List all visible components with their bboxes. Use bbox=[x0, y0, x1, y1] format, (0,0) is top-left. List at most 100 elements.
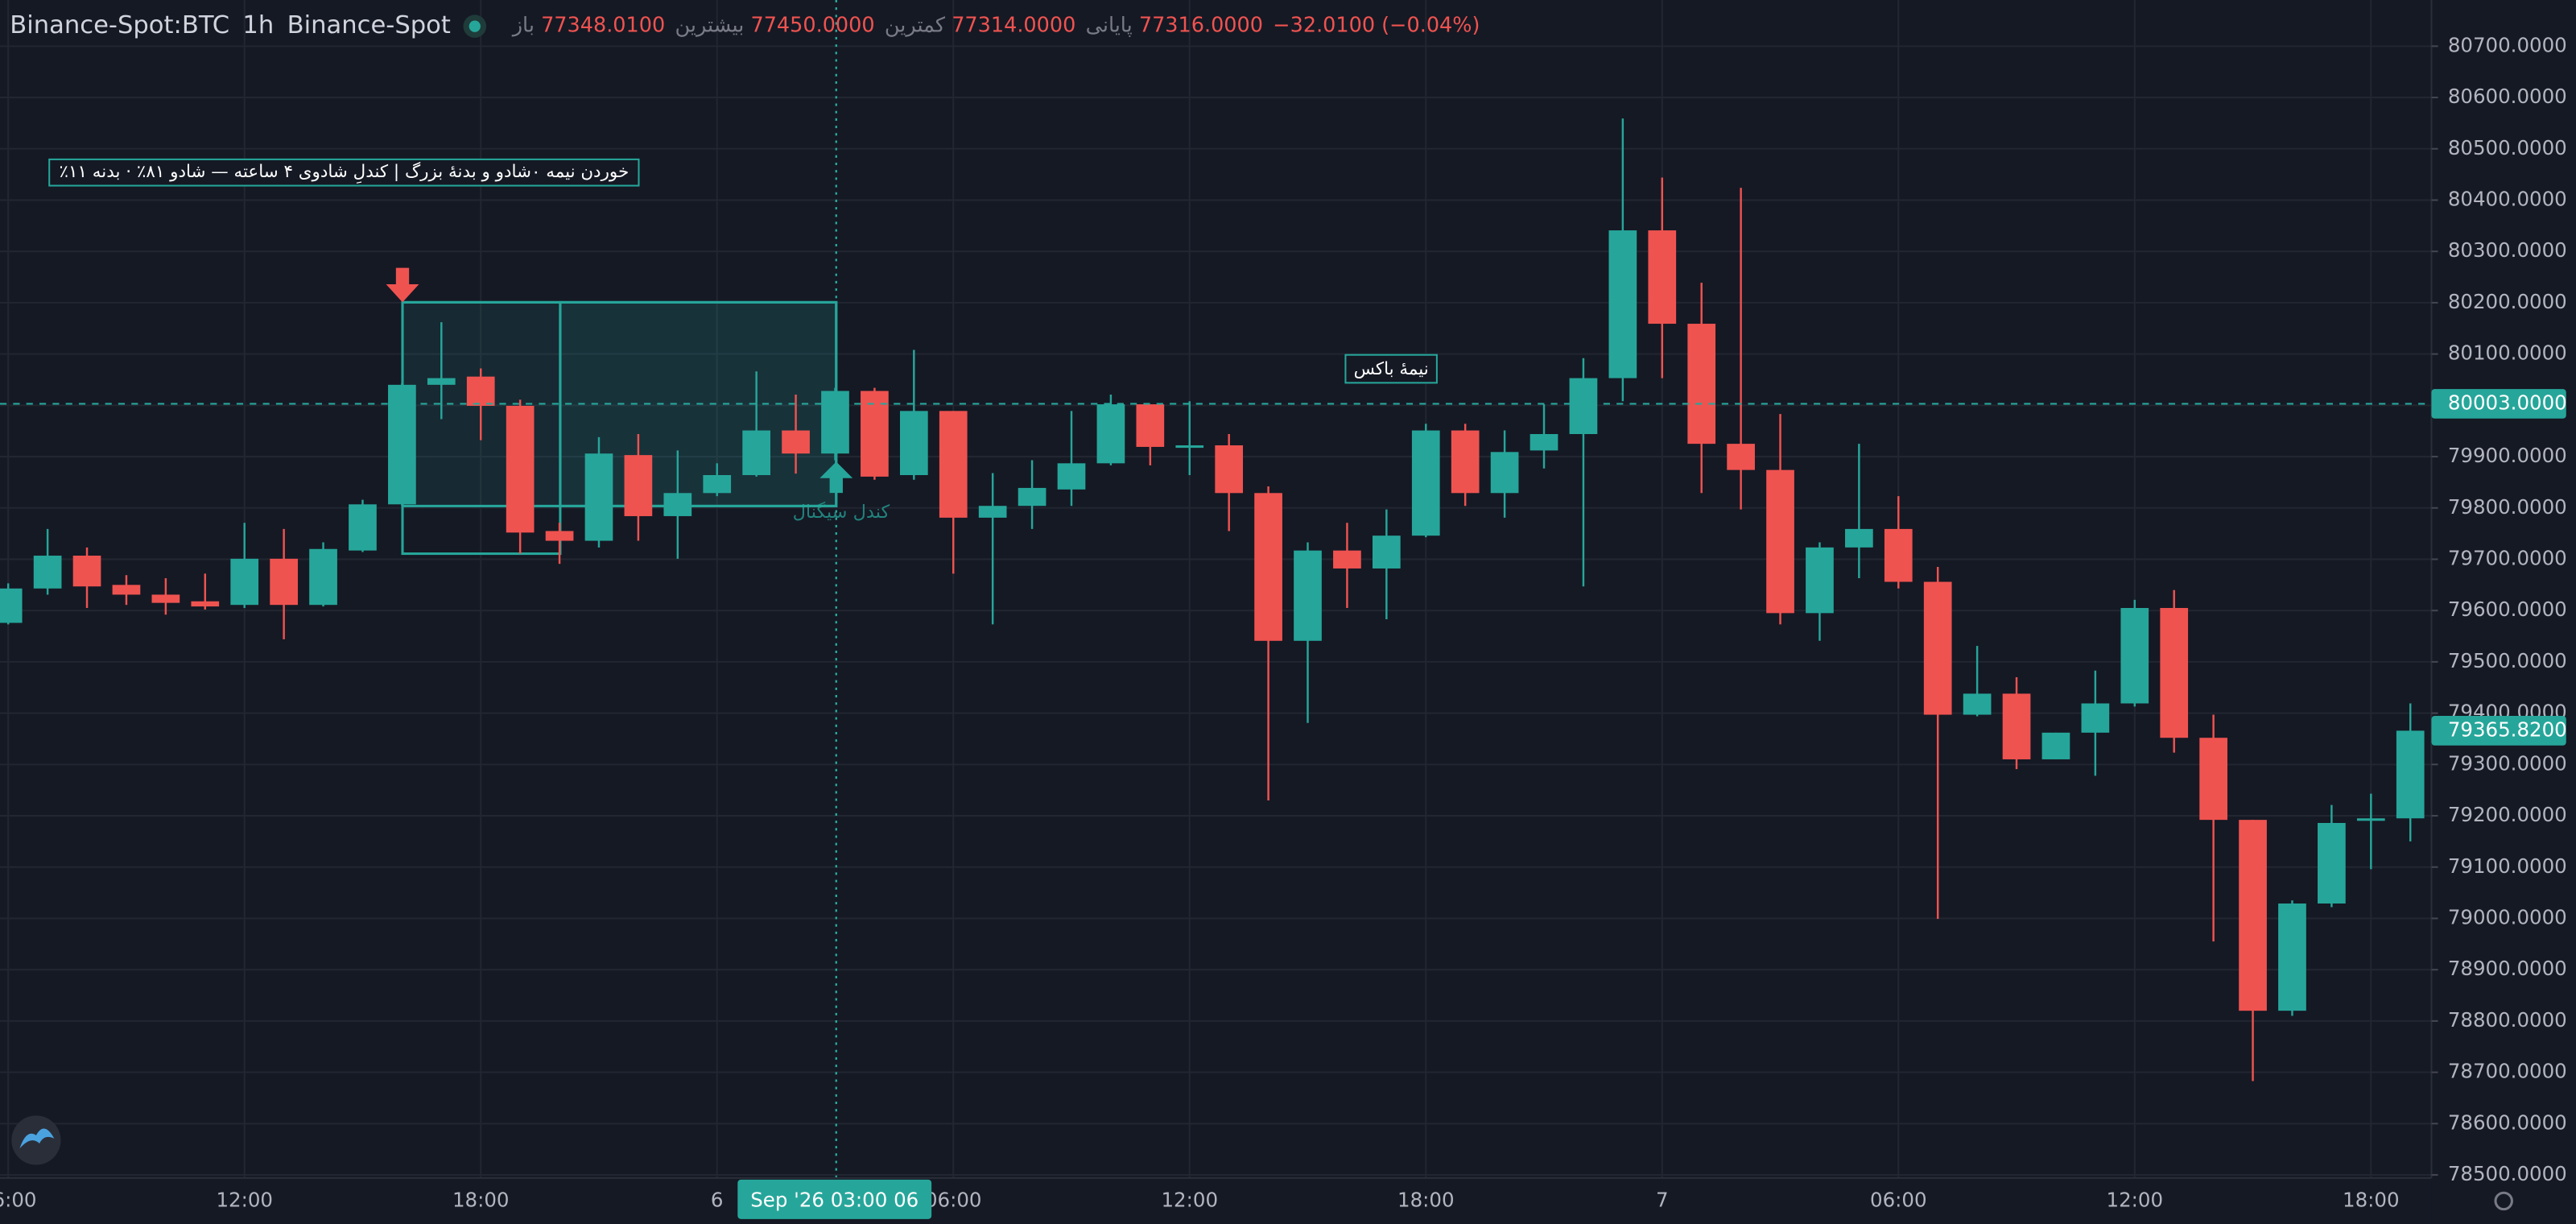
y-tick-label: 79600.0000 bbox=[2448, 598, 2567, 621]
candle-body bbox=[1490, 452, 1519, 494]
time-axis-bg bbox=[0, 1177, 2432, 1224]
sell-arrow bbox=[386, 267, 419, 303]
candle-body bbox=[1766, 469, 1794, 614]
last-price-label-bg bbox=[2431, 716, 2566, 746]
y-tick-label: 79000.0000 bbox=[2448, 905, 2567, 928]
candle-body bbox=[899, 411, 928, 475]
header-open: 77348.0100 bbox=[541, 14, 665, 38]
candle-body bbox=[1096, 404, 1125, 464]
crosshair-label: Sep '26 03:00 06 bbox=[750, 1188, 919, 1211]
candle-body bbox=[112, 585, 141, 595]
x-tick-label: 18:00 bbox=[2343, 1188, 2400, 1211]
candle-body bbox=[2199, 738, 2227, 821]
last-price-label: 79365.8200 bbox=[2448, 717, 2567, 741]
x-tick-label: 18:00 bbox=[452, 1188, 510, 1211]
y-tick-label: 78900.0000 bbox=[2448, 957, 2567, 980]
x-tick-label: 12:00 bbox=[1161, 1188, 1218, 1211]
candle-body bbox=[2278, 904, 2306, 1011]
candle-body bbox=[2396, 730, 2425, 819]
header-low: 77314.0000 bbox=[952, 14, 1075, 38]
candle-body bbox=[2239, 820, 2267, 1011]
candle-body bbox=[1451, 430, 1480, 494]
candle-body bbox=[191, 601, 220, 607]
header-open-label: باز bbox=[511, 14, 535, 38]
price-line-label: 80003.0000 bbox=[2448, 391, 2567, 414]
crosshair-label-bg bbox=[737, 1179, 932, 1219]
y-tick-label: 78800.0000 bbox=[2448, 1008, 2567, 1032]
y-tick-label: 80700.0000 bbox=[2448, 33, 2567, 56]
candle-body bbox=[703, 474, 732, 494]
overlay: Binance-Spot:BTC 1h Binance-Spot باز 77348.0… bbox=[0, 11, 2432, 523]
annotation-text: ٪خوردن نیمه ۰شادو و بدنهٔ بزرگ | کندلِ ش… bbox=[59, 162, 629, 184]
candle-body bbox=[1411, 430, 1440, 536]
x-tick-label: 6 bbox=[711, 1188, 724, 1211]
candle-body bbox=[349, 504, 377, 551]
header-high-label: بیشترین bbox=[675, 14, 744, 38]
header-close: 77316.0000 bbox=[1139, 14, 1263, 38]
mid-box-label-box bbox=[1344, 354, 1438, 384]
candle-body bbox=[388, 384, 416, 505]
y-tick-label: 79700.0000 bbox=[2448, 546, 2567, 569]
candle-body bbox=[2160, 608, 2189, 738]
y-tick-label: 80600.0000 bbox=[2448, 85, 2567, 108]
candle-body bbox=[2081, 703, 2110, 733]
y-tick-label: 78500.0000 bbox=[2448, 1162, 2567, 1185]
candle-body bbox=[1175, 445, 1204, 449]
header-exchange: Binance-Spot bbox=[287, 11, 451, 39]
x-tick-label: 12:00 bbox=[2107, 1188, 2164, 1211]
candle-body bbox=[1648, 230, 1677, 325]
candle-body bbox=[663, 493, 692, 516]
candles bbox=[0, 118, 2425, 1081]
candle-body bbox=[33, 556, 62, 589]
candle-body bbox=[0, 588, 23, 623]
candle-body bbox=[1057, 463, 1086, 490]
candle-body bbox=[821, 391, 849, 454]
candle-body bbox=[1254, 493, 1282, 641]
candle-body bbox=[427, 378, 456, 385]
mid-box-label: نیمهٔ باکس bbox=[1354, 359, 1429, 379]
status-dot bbox=[469, 20, 481, 32]
candle-body bbox=[1687, 324, 1716, 445]
y-tick-label: 80500.0000 bbox=[2448, 136, 2567, 159]
header-symbol: Binance-Spot:BTC bbox=[10, 11, 229, 39]
candle-body bbox=[72, 556, 101, 587]
candle-body bbox=[230, 558, 259, 606]
y-tick-label: 79300.0000 bbox=[2448, 751, 2567, 775]
price-axis-bg bbox=[2431, 0, 2576, 1224]
candle-body bbox=[1215, 445, 1244, 494]
candle-body bbox=[861, 391, 889, 477]
candle-body bbox=[782, 430, 810, 454]
header-low-label: کمترین bbox=[885, 14, 946, 38]
candle-body bbox=[151, 594, 180, 603]
candle-body bbox=[309, 548, 337, 606]
signal-label: کندل سیگنال bbox=[793, 501, 890, 523]
x-tick-label: 06:00 bbox=[1870, 1188, 1927, 1211]
candle-body bbox=[1018, 487, 1046, 507]
signal-arrow bbox=[819, 461, 853, 494]
candle-body bbox=[1569, 378, 1598, 435]
candle-body bbox=[1806, 547, 1834, 614]
y-tick-label: 78600.0000 bbox=[2448, 1110, 2567, 1134]
x-tick-label: 18:00 bbox=[1397, 1188, 1455, 1211]
candle-body bbox=[1530, 434, 1558, 451]
candle-body bbox=[939, 411, 968, 518]
header-change: −32.0100 (−0.04%) bbox=[1273, 14, 1480, 38]
annotation-box bbox=[48, 158, 640, 187]
y-tick-label: 80100.0000 bbox=[2448, 341, 2567, 365]
candle-body bbox=[1845, 528, 1873, 548]
candle-body bbox=[270, 558, 298, 606]
candle-body bbox=[1963, 693, 1992, 715]
candle-body bbox=[1608, 230, 1637, 378]
y-tick-label: 79100.0000 bbox=[2448, 854, 2567, 878]
header-high: 77450.0000 bbox=[750, 14, 874, 38]
candle-body bbox=[466, 376, 495, 406]
header-interval: 1h bbox=[242, 11, 274, 39]
candle-body bbox=[506, 405, 535, 533]
y-tick-label: 80200.0000 bbox=[2448, 290, 2567, 313]
candle-body bbox=[545, 531, 574, 541]
candle-body bbox=[1923, 581, 1952, 715]
y-tick-label: 79900.0000 bbox=[2448, 444, 2567, 467]
settings-icon[interactable] bbox=[2494, 1191, 2513, 1211]
